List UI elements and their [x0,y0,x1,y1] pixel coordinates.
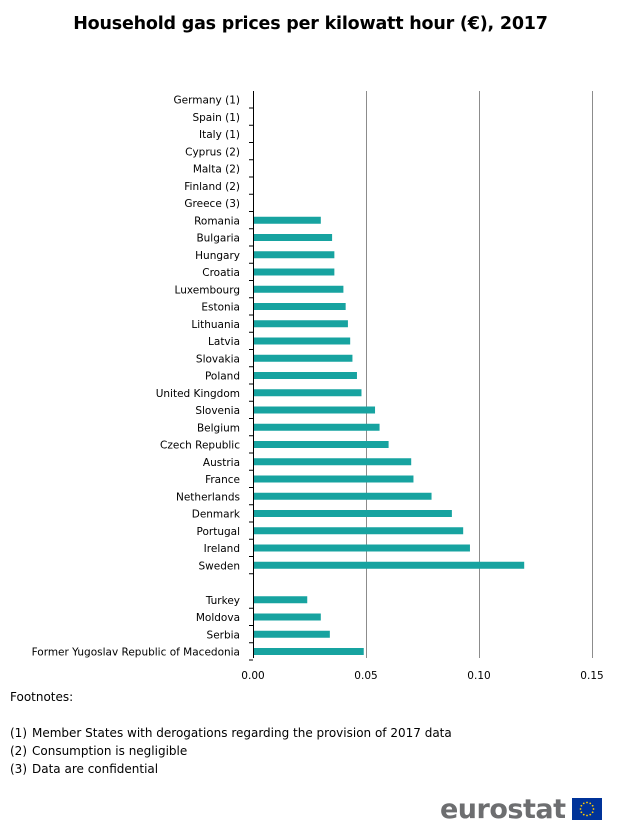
category-label: Romania [194,215,240,227]
bar [254,561,525,569]
x-axis-tick-labels: 0.00 0.05 0.10 0.15 [241,670,603,682]
bar-chart: Germany (1) Spain (1) Italy (1) Cyprus (2) M… [32,91,604,682]
x-tick-label: 0.10 [467,670,490,682]
category-label: Czech Republic [160,440,240,452]
flag-star [579,811,582,814]
category-label: Latvia [208,336,240,348]
category-label: Italy (1) [199,129,240,141]
category-label: Austria [203,457,240,469]
category-label: Hungary [195,250,240,262]
bar [254,441,389,448]
category-labels: Germany (1) Spain (1) Italy (1) Cyprus (2) M… [32,95,253,661]
flag-star [588,802,591,805]
flag-star [579,808,581,810]
bars [254,216,525,655]
bar [254,510,452,517]
category-label: Sweden [199,560,241,572]
bar [254,320,348,328]
gridlines [366,91,593,658]
bar [254,303,346,310]
category-label: Netherlands [176,491,240,503]
category-label: Spain (1) [192,112,240,124]
bar [254,406,376,414]
category-label: Belgium [197,422,240,434]
bar [254,544,470,552]
category-label: Slovakia [196,353,240,365]
bar [254,354,353,362]
flag-star [585,814,588,817]
flag-star [592,808,594,810]
footnote-number: (3) [10,762,27,776]
bar [254,527,464,535]
category-label: Bulgaria [196,233,240,245]
bar [254,251,335,259]
bar [254,285,344,293]
category-label: Former Yugoslav Republic of Macedonia [32,647,240,659]
category-label: Moldova [196,612,240,624]
bar [254,458,412,466]
footnotes: Footnotes: (1) Member States with derogat… [10,690,452,778]
category-label: Portugal [197,526,241,538]
category-label: Poland [205,371,240,383]
footnote-item: (2) Consumption is negligible [10,742,452,760]
bar [254,492,432,500]
footnotes-heading: Footnotes: [10,690,74,704]
footnote-number: (1) [10,726,27,740]
flag-star [582,802,585,805]
footnote-number: (2) [10,744,27,758]
bar [254,389,362,397]
category-label: Lithuania [191,319,240,331]
footnote-text: Consumption is negligible [32,744,188,758]
category-label: France [205,474,240,486]
category-label: Luxembourg [175,284,240,296]
category-label: Serbia [207,629,240,641]
footnote-item: (1) Member States with derogations regard… [10,724,452,742]
bar [254,613,321,621]
category-label: Cyprus (2) [185,146,240,158]
bar [254,216,321,224]
footnote-text: Data are confidential [32,762,159,776]
bar [254,475,414,483]
category-label: Croatia [202,267,240,279]
category-label: Turkey [205,595,240,607]
category-label: Malta (2) [193,164,240,176]
logo-text: eurostat [440,793,566,825]
category-label: Germany (1) [174,95,240,107]
category-label: Estonia [201,302,240,314]
category-label: Ireland [204,543,240,555]
bar [254,337,351,345]
eu-flag-icon [571,798,602,820]
category-label: Denmark [192,509,241,521]
bar [254,268,335,276]
x-tick-label: 0.15 [580,670,603,682]
category-label: Greece (3) [184,198,240,210]
category-label: United Kingdom [156,388,240,400]
bar [254,630,330,638]
flag-star [591,811,594,814]
chart-title: Household gas prices per kilowatt hour (… [73,14,548,34]
flag-star [585,801,588,804]
eurostat-logo: eurostat [440,792,602,826]
x-tick-label: 0.00 [241,670,264,682]
bar [254,596,308,604]
category-label: Finland (2) [184,181,240,193]
flag-star [582,813,585,816]
category-label: Slovenia [195,405,240,417]
footnote-text: Member States with derogations regarding… [32,726,452,740]
flag-star [579,804,582,807]
footnote-item: (3) Data are confidential [10,760,452,778]
bar [254,423,380,431]
flag-star [588,813,591,816]
bar [254,648,364,655]
flag-star [591,804,594,807]
x-tick-label: 0.05 [354,670,377,682]
bar [254,372,357,379]
bar [254,234,333,241]
